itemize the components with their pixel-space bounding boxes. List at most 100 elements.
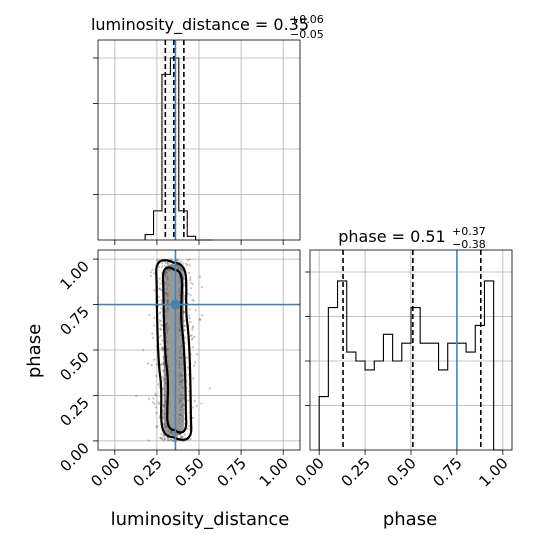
joint-sample-point <box>159 328 162 331</box>
luminosity-distance-title-main: luminosity_distance = 0.35 <box>91 15 309 35</box>
joint-sample-point <box>186 263 189 267</box>
joint-sample-point <box>167 439 170 442</box>
joint-sample-point <box>162 435 165 438</box>
joint-sample-point <box>155 411 158 415</box>
joint-sample-point <box>159 327 162 330</box>
joint-sample-point <box>159 334 162 337</box>
joint-sample-point <box>161 363 165 366</box>
joint-sample-point <box>189 276 192 279</box>
joint-sample-point <box>191 337 194 340</box>
joint-sample-point <box>189 281 192 284</box>
joint-sample-point <box>187 399 190 402</box>
joint-sample-point <box>172 439 175 442</box>
joint-sample-point <box>192 364 196 367</box>
joint-ytick-label: 0.00 <box>56 439 92 475</box>
joint-sample-point <box>161 369 165 372</box>
joint-sample-point <box>158 312 162 315</box>
joint-density-core <box>168 270 179 430</box>
joint-sample-point <box>182 262 185 265</box>
joint-sample-point <box>195 404 198 408</box>
joint-sample-point <box>170 257 173 261</box>
joint-ytick-label: 1.00 <box>56 257 92 293</box>
joint-sample-point <box>154 392 157 395</box>
joint-sample-point <box>192 377 195 380</box>
phase-title-main: phase = 0.51 <box>338 227 445 246</box>
joint-outer-contour <box>155 259 193 441</box>
joint-sample-point <box>193 335 196 338</box>
joint-sample-point <box>191 298 194 301</box>
joint-sample-point <box>189 321 192 324</box>
joint-sample-point <box>149 274 152 277</box>
joint-sample-point <box>148 313 151 317</box>
joint-sample-point <box>161 346 164 349</box>
phase-x-axis-label: phase <box>383 509 437 530</box>
joint-sample-point <box>153 316 156 320</box>
joint-sample-point <box>157 401 160 404</box>
joint-sample-point <box>171 439 174 442</box>
joint-sample-point <box>159 311 162 314</box>
joint-sample-point <box>191 346 194 349</box>
joint-xtick-label: 0.75 <box>214 454 250 490</box>
joint-sample-point <box>167 437 170 440</box>
joint-sample-point <box>157 383 160 386</box>
phase-y-axis-label: phase <box>24 324 45 378</box>
joint-sample-point <box>189 278 192 281</box>
joint-xtick-label: 0.00 <box>87 454 123 490</box>
joint-sample-point <box>169 438 172 442</box>
joint-sample-point <box>192 299 195 302</box>
joint-sample-point <box>172 439 175 442</box>
joint-sample-point <box>160 328 163 331</box>
joint-sample-point <box>157 402 161 405</box>
joint-ytick-label: 0.50 <box>56 348 92 384</box>
joint-sample-point <box>153 402 156 405</box>
joint-xtick-label: 1.00 <box>256 454 292 490</box>
joint-sample-point <box>191 328 194 331</box>
joint-sample-point <box>157 295 160 299</box>
joint-sample-point <box>166 261 170 264</box>
joint-sample-point <box>159 436 162 440</box>
joint-sample-point <box>158 287 162 290</box>
joint-sample-point <box>135 394 138 398</box>
joint-sample-point <box>156 259 159 262</box>
joint-sample-point <box>160 265 163 268</box>
joint-sample-point <box>191 325 195 328</box>
joint-sample-point <box>158 277 161 280</box>
joint-sample-point <box>187 292 190 295</box>
joint-sample-point <box>160 299 163 302</box>
joint-sample-point <box>161 347 164 350</box>
joint-sample-point <box>166 262 169 265</box>
joint-sample-point <box>190 287 193 290</box>
joint-sample-point <box>160 363 163 366</box>
joint-sample-point <box>177 259 180 262</box>
joint-truth-marker <box>170 299 181 310</box>
joint-sample-point <box>157 287 161 291</box>
joint-sample-point <box>185 262 188 265</box>
joint-sample-point <box>160 320 163 323</box>
joint-sample-point <box>158 319 162 322</box>
joint-sample-point <box>169 438 172 441</box>
joint-sample-point <box>189 334 192 338</box>
joint-ytick-label: 0.25 <box>56 394 92 430</box>
luminosity-distance-title-plus: +0.06 <box>290 13 324 26</box>
joint-sample-point <box>161 262 164 265</box>
joint-sample-point <box>153 272 156 275</box>
joint-sample-point <box>160 438 163 441</box>
joint-sample-point <box>157 265 160 269</box>
joint-sample-point <box>183 325 186 328</box>
joint-ytick-label: 0.75 <box>56 303 92 339</box>
phase-xtick-label: 0.25 <box>338 454 374 490</box>
joint-sample-point <box>161 346 164 350</box>
joint-xtick-label: 0.50 <box>171 454 207 490</box>
joint-sample-point <box>159 282 162 285</box>
joint-sample-point <box>180 260 183 263</box>
joint-sample-point <box>208 387 211 390</box>
joint-sample-point <box>188 425 191 428</box>
joint-sample-point <box>142 349 145 352</box>
joint-sample-point <box>186 427 189 430</box>
joint-sample-point <box>176 435 179 438</box>
phase-title-minus: −0.38 <box>452 238 486 251</box>
joint-sample-point <box>199 318 202 321</box>
joint-sample-point <box>191 282 194 286</box>
luminosity-distance-title-minus: −0.05 <box>290 28 324 41</box>
